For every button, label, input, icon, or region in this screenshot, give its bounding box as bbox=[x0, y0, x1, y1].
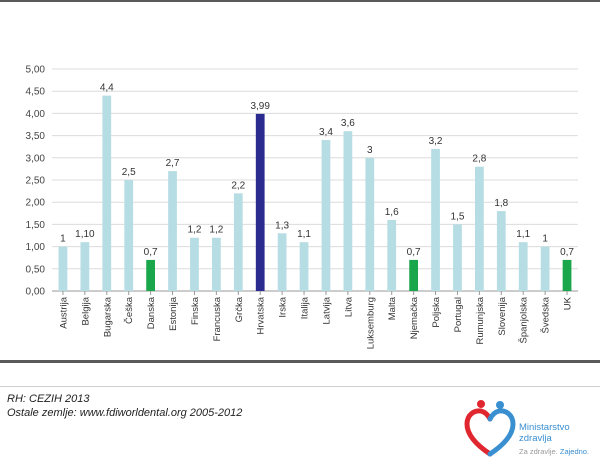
bar bbox=[80, 242, 90, 291]
x-tick-label: Latvija bbox=[321, 296, 332, 324]
data-label: 1 bbox=[60, 234, 66, 245]
bar bbox=[518, 242, 528, 291]
x-tick-label: Njemačka bbox=[409, 296, 420, 339]
bar bbox=[102, 95, 112, 291]
bar bbox=[321, 140, 331, 291]
bar bbox=[124, 180, 134, 291]
y-tick-label: 0,00 bbox=[26, 287, 46, 298]
heart-figure-icon bbox=[464, 400, 516, 457]
bar bbox=[365, 157, 375, 291]
data-label: 1,10 bbox=[75, 229, 95, 240]
top-border bbox=[0, 0, 600, 2]
footer: RH: CEZIH 2013 Ostale zemlje: www.fdiwor… bbox=[0, 388, 600, 465]
x-tick-label: Poljska bbox=[431, 296, 442, 327]
x-tick-label: Rumunjska bbox=[475, 296, 486, 344]
data-label: 3 bbox=[367, 145, 373, 156]
x-tick-label: Češka bbox=[124, 296, 135, 324]
bar bbox=[233, 193, 243, 291]
data-label: 1,1 bbox=[297, 229, 311, 240]
y-tick-label: 3,00 bbox=[26, 153, 46, 164]
x-tick-label: Malta bbox=[387, 296, 398, 320]
y-tick-label: 3,50 bbox=[26, 131, 46, 142]
x-tick-label: Austrija bbox=[58, 296, 69, 328]
x-tick-label: Hrvatska bbox=[256, 296, 267, 334]
bar bbox=[409, 259, 419, 291]
x-tick-label: UK bbox=[563, 296, 574, 310]
bar bbox=[496, 211, 506, 291]
data-label: 1,3 bbox=[275, 220, 289, 231]
data-label: 3,6 bbox=[341, 118, 355, 129]
x-tick-label: Švedska bbox=[541, 296, 552, 333]
data-label: 2,2 bbox=[231, 180, 245, 191]
data-label: 1,2 bbox=[209, 225, 223, 236]
data-label: 1,1 bbox=[516, 229, 530, 240]
data-label: 1,5 bbox=[451, 211, 465, 222]
data-label: 1 bbox=[542, 234, 548, 245]
data-label: 0,7 bbox=[560, 247, 574, 258]
y-tick-label: 2,50 bbox=[26, 176, 46, 187]
bar bbox=[255, 113, 265, 292]
bar bbox=[58, 246, 68, 291]
bar bbox=[277, 233, 287, 291]
data-label: 0,7 bbox=[144, 247, 158, 258]
bar bbox=[168, 171, 177, 291]
data-label: 1,8 bbox=[494, 198, 508, 209]
logo-name: Ministarstvo zdravlja bbox=[519, 422, 570, 444]
y-tick-label: 2,00 bbox=[26, 198, 46, 209]
chart-panel: 0,00 0,50 1,00 1,50 2,00 2,50 3,00 3,50 4,00 4,50… bbox=[0, 2, 600, 360]
data-label: 0,7 bbox=[407, 247, 421, 258]
data-label: 2,5 bbox=[122, 167, 136, 178]
data-label: 1,6 bbox=[385, 207, 399, 218]
source-other-countries: Ostale zemlje: www.fdiworldental.org 200… bbox=[7, 407, 243, 419]
data-label: 2,7 bbox=[166, 158, 180, 169]
bar bbox=[343, 131, 353, 291]
x-tick-label: Luksemburg bbox=[365, 297, 376, 349]
y-tick-label: 4,50 bbox=[26, 87, 46, 98]
data-label: 3,2 bbox=[429, 136, 443, 147]
logo-tagline-start: Za zdravlje. bbox=[519, 447, 558, 456]
bar-chart: 0,00 0,50 1,00 1,50 2,00 2,50 3,00 3,50 4,00 4,50… bbox=[26, 65, 578, 349]
data-label: 4,4 bbox=[100, 83, 114, 94]
x-tick-label: Finska bbox=[190, 296, 201, 325]
source-croatia: RH: CEZIH 2013 bbox=[7, 393, 90, 405]
bar bbox=[453, 224, 462, 291]
y-tick-label: 4,00 bbox=[26, 109, 46, 120]
bar bbox=[562, 259, 572, 291]
logo-name-line1: Ministarstvo bbox=[519, 422, 570, 433]
chart-divider bbox=[0, 360, 600, 363]
x-tick-label: Irska bbox=[278, 296, 289, 317]
logo-name-line2: zdravlja bbox=[519, 433, 552, 444]
x-tick-label: Litva bbox=[343, 296, 354, 317]
data-label: 3,4 bbox=[319, 127, 333, 138]
y-tick-label: 1,50 bbox=[26, 220, 46, 231]
bar bbox=[387, 219, 397, 291]
x-tick-label: Grčka bbox=[234, 296, 245, 322]
logo-tagline-end: Zajedno. bbox=[559, 447, 590, 456]
x-tick-label: Belgija bbox=[80, 296, 91, 325]
bar bbox=[299, 242, 309, 291]
x-tick-label: Estonija bbox=[168, 296, 179, 331]
y-tick-label: 0,50 bbox=[26, 264, 46, 275]
data-label: 1,2 bbox=[188, 225, 202, 236]
bar bbox=[146, 259, 156, 291]
y-tick-label: 5,00 bbox=[26, 65, 46, 76]
y-tick-label: 1,00 bbox=[26, 242, 46, 253]
x-tick-label: Italija bbox=[300, 296, 311, 319]
data-label: 3,99 bbox=[250, 101, 270, 112]
footer-divider bbox=[0, 386, 600, 387]
bar bbox=[540, 246, 550, 291]
x-tick-label: Bugarska bbox=[102, 296, 113, 337]
x-tick-label: Portugal bbox=[453, 297, 464, 332]
bar bbox=[431, 148, 440, 291]
x-tick-label: Slovenija bbox=[497, 296, 508, 335]
bar bbox=[474, 166, 484, 291]
bar bbox=[190, 237, 199, 291]
data-label: 2,8 bbox=[472, 154, 486, 165]
x-tick-label: Španjolska bbox=[519, 296, 530, 343]
logo-tagline: Za zdravlje. Zajedno. bbox=[519, 447, 589, 456]
bar bbox=[211, 237, 221, 291]
ministry-logo: Ministarstvo zdravlja Za zdravlje. Zajed… bbox=[462, 396, 598, 462]
x-tick-label: Danska bbox=[146, 296, 157, 329]
x-tick-label: Francuska bbox=[212, 296, 223, 341]
